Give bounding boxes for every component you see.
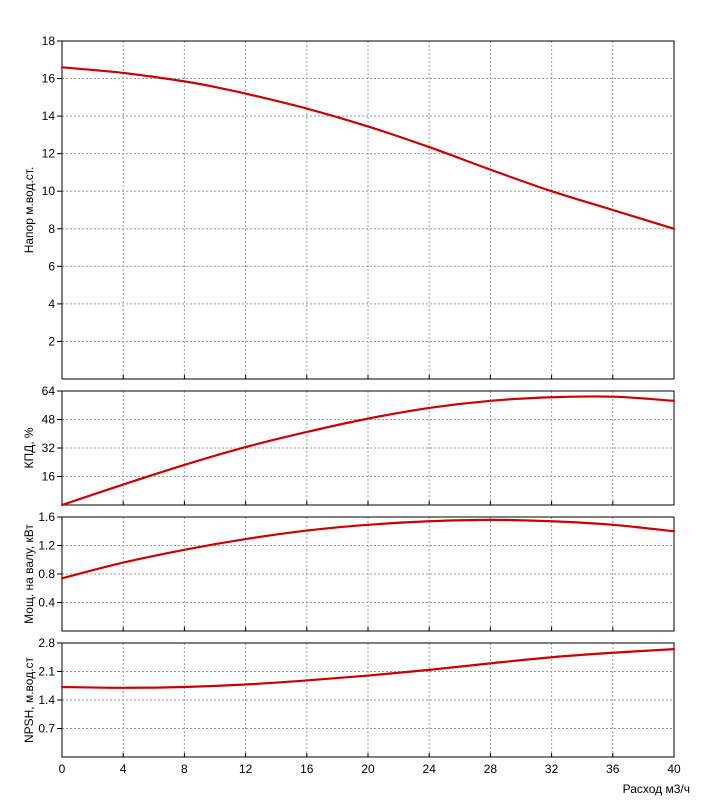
x-tick-label: 24 xyxy=(423,762,437,776)
efficiency-y-axis-label: КПД, % xyxy=(22,427,36,468)
x-axis-label: Расход м3/ч xyxy=(623,782,690,796)
head-y-tick-label: 6 xyxy=(48,259,55,273)
head-panel-frame xyxy=(61,40,675,380)
npsh-series-line xyxy=(60,648,676,689)
head-y-tick-label: 10 xyxy=(42,184,56,198)
npsh-y-tick-label: 2.8 xyxy=(38,636,55,650)
x-tick-label: 40 xyxy=(667,762,681,776)
efficiency-series-line xyxy=(60,395,676,507)
power-y-tick-label: 0.4 xyxy=(38,596,55,610)
head-y-tick-label: 12 xyxy=(42,147,56,161)
npsh-y-axis-label: NPSH, м.вод.ст xyxy=(22,656,36,743)
power-panel-frame xyxy=(61,516,675,632)
x-tick-label: 0 xyxy=(59,762,66,776)
x-tick-label: 8 xyxy=(181,762,188,776)
head-series-line xyxy=(60,66,676,230)
head-y-tick-label: 16 xyxy=(42,72,56,86)
x-tick-label: 16 xyxy=(300,762,314,776)
head-y-tick-label: 8 xyxy=(48,222,55,236)
power-y-tick-label: 0.8 xyxy=(38,567,55,581)
x-tick-label: 20 xyxy=(361,762,375,776)
efficiency-y-tick-label: 48 xyxy=(42,413,56,427)
head-y-tick-label: 14 xyxy=(42,109,56,123)
head-y-axis-label: Напор м.вод.ст. xyxy=(22,167,36,254)
efficiency-y-tick-label: 64 xyxy=(42,384,56,398)
x-tick-label: 36 xyxy=(606,762,620,776)
head-y-tick-label: 18 xyxy=(42,34,56,48)
npsh-y-tick-label: 2.1 xyxy=(38,665,55,679)
x-tick-label: 4 xyxy=(120,762,127,776)
power-series-line xyxy=(60,518,676,580)
power-y-axis-label: Мощ. на валу, кВт xyxy=(22,524,36,624)
efficiency-y-tick-label: 16 xyxy=(42,470,56,484)
efficiency-panel-frame xyxy=(61,390,675,506)
power-y-tick-label: 1.2 xyxy=(38,539,55,553)
head-y-tick-label: 4 xyxy=(48,297,55,311)
x-tick-label: 12 xyxy=(239,762,253,776)
x-tick-label: 32 xyxy=(545,762,559,776)
power-y-tick-label: 1.6 xyxy=(38,510,55,524)
x-tick-label: 28 xyxy=(484,762,498,776)
npsh-y-tick-label: 0.7 xyxy=(38,722,55,736)
npsh-y-tick-label: 1.4 xyxy=(38,693,55,707)
npsh-panel-frame xyxy=(61,642,675,758)
efficiency-y-tick-label: 32 xyxy=(42,441,56,455)
head-y-tick-label: 2 xyxy=(48,334,55,348)
